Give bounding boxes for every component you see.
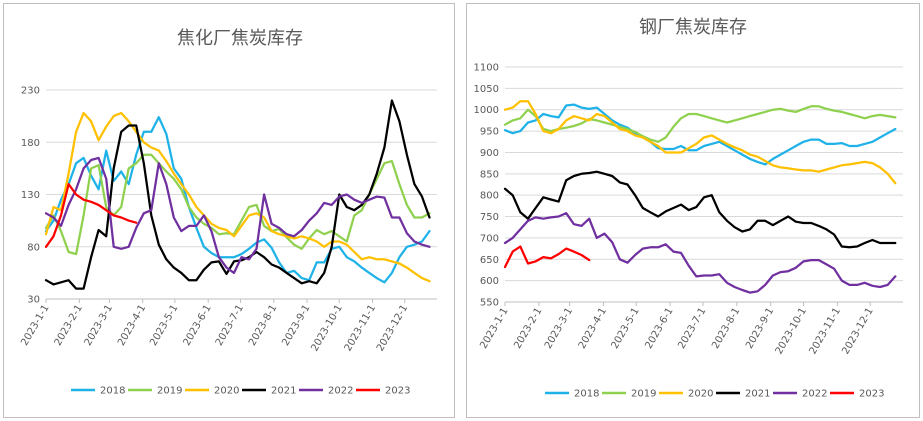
y-tick-label: 1000	[474, 105, 499, 116]
y-tick-label: 750	[480, 212, 499, 223]
legend-label-2020: 2020	[688, 389, 713, 400]
y-tick-label: 700	[480, 233, 499, 244]
x-tick-label: 2023-1-1	[478, 306, 510, 351]
series-line-2023	[44, 182, 138, 248]
series-line-2021	[44, 99, 431, 290]
legend-label-2022: 2022	[802, 389, 827, 400]
y-tick-label: 180	[21, 138, 40, 149]
y-tick-label: 130	[21, 190, 40, 201]
series-line-2023	[503, 245, 591, 269]
x-tick-label: 2023-10-1	[309, 303, 344, 353]
x-tick-label: 2023-5-1	[148, 303, 180, 348]
series-line-2018	[503, 103, 897, 166]
x-tick-label: 2023-4-1	[577, 306, 609, 351]
x-tick-label: 2023-2-1	[53, 303, 85, 348]
y-tick-label: 1100	[474, 63, 499, 74]
legend-label-2019: 2019	[631, 389, 656, 400]
series-line-2019	[503, 105, 897, 143]
x-tick-label: 2023-9-1	[744, 306, 776, 351]
x-tick-label: 2023-6-1	[182, 303, 214, 348]
x-tick-label: 2023-2-1	[512, 306, 544, 351]
y-tick-label: 230	[21, 86, 40, 97]
series-line-2020	[503, 100, 897, 185]
legend-label-2018: 2018	[574, 389, 599, 400]
y-tick-label: 900	[480, 148, 499, 159]
x-tick-label: 2023-1-1	[19, 303, 51, 348]
legend-label-2023: 2023	[859, 389, 884, 400]
legend-label-2022: 2022	[328, 386, 353, 397]
x-tick-label: 2023-7-1	[214, 303, 246, 348]
x-tick-label: 2023-3-1	[83, 303, 115, 348]
y-tick-label: 600	[480, 276, 499, 287]
chart-title: 钢厂焦炭库存	[639, 17, 747, 38]
steel-mill-coke-inventory-chart: 钢厂焦炭库存 550 600 650 700 750 800 850 900 950 1000 105…	[474, 17, 903, 400]
series-line-2018	[44, 116, 431, 284]
x-tick-label: 2023-12-1	[840, 306, 875, 356]
x-tick-label: 2023-6-1	[643, 306, 675, 351]
legend-label-2018: 2018	[100, 386, 125, 397]
y-tick-label: 650	[480, 255, 499, 266]
x-tick-label: 2023-11-1	[343, 303, 378, 353]
legend-label-2021: 2021	[745, 389, 770, 400]
series-line-2021	[503, 170, 897, 249]
x-tick-label: 2023-7-1	[676, 306, 708, 351]
series-line-2020	[44, 111, 431, 283]
x-tick-label: 2023-8-1	[247, 303, 279, 348]
left-chart-panel: 焦化厂焦炭库存 30 80 130 180 230 2023-1-1 2023-2-1 2023…	[3, 3, 455, 418]
x-tick-label: 2023-12-1	[375, 303, 410, 353]
x-tick-label: 2023-8-1	[710, 306, 742, 351]
y-tick-label: 1050	[474, 84, 499, 95]
y-tick-label: 850	[480, 169, 499, 180]
y-tick-label: 30	[27, 295, 40, 306]
legend-label-2019: 2019	[157, 386, 182, 397]
chart-title: 焦化厂焦炭库存	[177, 28, 303, 49]
x-tick-label: 2023-4-1	[116, 303, 148, 348]
x-tick-label: 2023-10-1	[774, 306, 809, 356]
x-tick-label: 2023-9-1	[280, 303, 312, 348]
x-tick-label: 2023-3-1	[543, 306, 575, 351]
y-tick-label: 550	[480, 298, 499, 309]
y-tick-label: 800	[480, 191, 499, 202]
x-tick-label: 2023-11-1	[808, 306, 843, 356]
y-tick-label: 80	[27, 242, 40, 253]
legend-label-2023: 2023	[385, 386, 410, 397]
y-tick-label: 950	[480, 127, 499, 138]
series-line-2022	[503, 211, 897, 294]
x-tick-label: 2023-5-1	[610, 306, 642, 351]
right-chart-panel: 钢厂焦炭库存 550 600 650 700 750 800 850 900 950 1000 105…	[466, 3, 920, 418]
legend-label-2021: 2021	[271, 386, 296, 397]
legend-label-2020: 2020	[214, 386, 239, 397]
